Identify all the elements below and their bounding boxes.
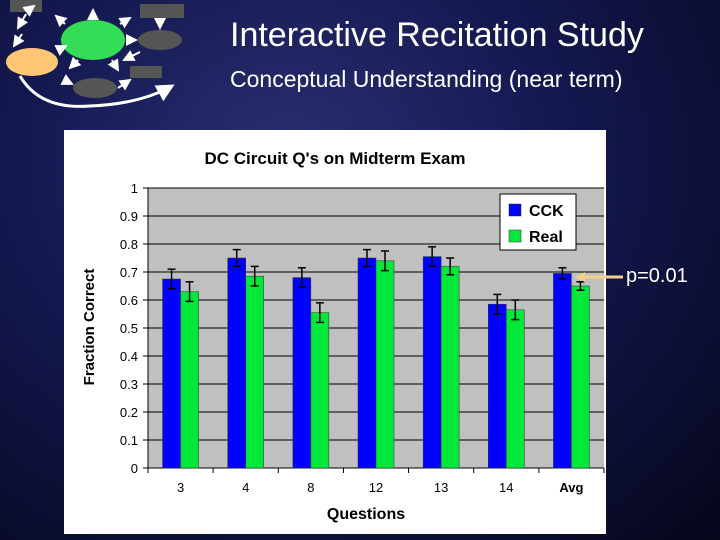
bar-real xyxy=(180,291,199,469)
logo-box-bottom-right xyxy=(130,66,162,78)
y-tick-label: 0 xyxy=(131,461,138,476)
chart-title: DC Circuit Q's on Midterm Exam xyxy=(205,149,466,168)
y-tick-label: 0.2 xyxy=(120,405,138,420)
bar-cck xyxy=(488,303,507,469)
legend-swatch-cck xyxy=(508,203,522,217)
legend-label-real: Real xyxy=(529,229,563,246)
legend-swatch-real xyxy=(508,229,522,243)
y-tick-label: 0.4 xyxy=(120,349,138,364)
legend-label-cck: CCK xyxy=(529,203,564,220)
bar-real xyxy=(375,260,395,469)
bar-real xyxy=(245,275,264,469)
bar-cck xyxy=(227,257,246,469)
bar-cck xyxy=(422,256,442,469)
callout-label: p=0.01 xyxy=(626,265,688,287)
bar-real xyxy=(440,266,460,469)
logo-node-bottom xyxy=(73,78,117,98)
slide-subtitle: Conceptual Understanding (near term) xyxy=(230,66,623,92)
x-tick-label: Avg xyxy=(559,480,583,495)
x-tick-label: 8 xyxy=(307,480,314,495)
bar-real xyxy=(506,309,525,469)
x-tick-label: 12 xyxy=(369,480,383,495)
y-tick-label: 0.9 xyxy=(120,209,138,224)
bar-real xyxy=(571,285,590,469)
bar-chart: DC Circuit Q's on Midterm Exam Fraction … xyxy=(81,149,605,523)
x-tick-label: 14 xyxy=(499,480,513,495)
significance-callout-arrow xyxy=(575,272,623,282)
y-tick-label: 0.6 xyxy=(120,293,138,308)
y-tick-label: 0.1 xyxy=(120,433,138,448)
logo-box-top-right xyxy=(140,4,184,18)
program-logo xyxy=(6,0,184,108)
bar-cck xyxy=(292,277,312,469)
logo-node-right xyxy=(138,30,182,50)
logo-node-left xyxy=(6,48,58,76)
y-tick-label: 0.8 xyxy=(120,237,138,252)
slide-title: Interactive Recitation Study xyxy=(230,16,644,54)
callout-arrowhead xyxy=(575,272,585,282)
x-tick-label: 3 xyxy=(177,480,184,495)
bar-real xyxy=(310,312,330,469)
bar-cck xyxy=(553,273,572,469)
x-axis-label: Questions xyxy=(327,506,405,523)
y-tick-label: 0.5 xyxy=(120,321,138,336)
logo-node-center xyxy=(61,20,125,60)
bar-cck xyxy=(162,278,181,469)
y-tick-label: 0.3 xyxy=(120,377,138,392)
y-tick-label: 0.7 xyxy=(120,265,138,280)
x-tick-label: 13 xyxy=(434,480,448,495)
y-axis-label: Fraction Correct xyxy=(81,269,98,386)
chart-panel: DC Circuit Q's on Midterm Exam Fraction … xyxy=(64,130,606,534)
y-tick-label: 1 xyxy=(131,181,138,196)
logo-box-top-left xyxy=(10,0,42,12)
bar-cck xyxy=(357,257,377,469)
x-tick-label: 4 xyxy=(242,480,249,495)
